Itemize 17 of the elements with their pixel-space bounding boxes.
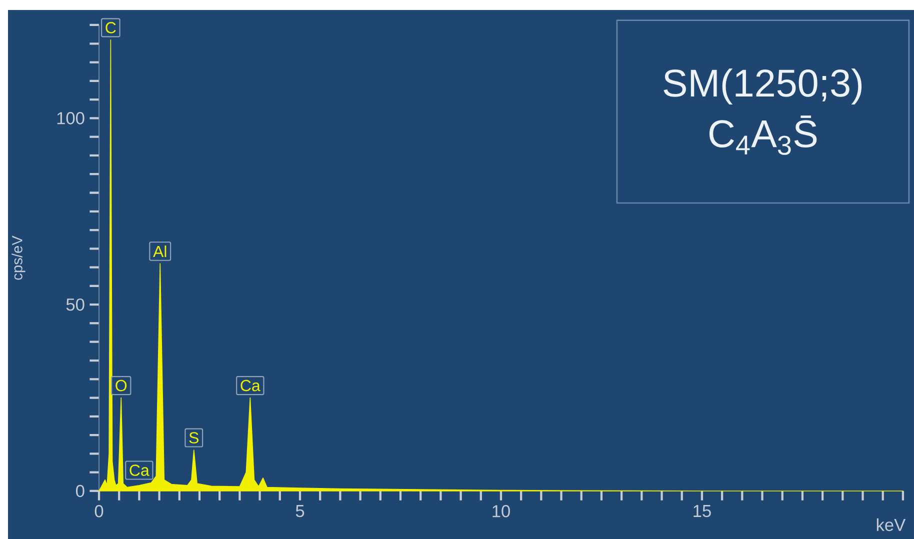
x-tick-label: 10 <box>492 505 510 518</box>
annotation: O <box>116 380 127 392</box>
x-tick-label: 15 <box>694 505 711 518</box>
y-tick-label: 50 <box>66 298 84 311</box>
annotation: C <box>106 22 116 34</box>
x-tick-label: 5 <box>296 505 304 518</box>
x-tick-label: 0 <box>94 505 104 518</box>
y-tick-label: 0 <box>76 484 84 498</box>
text: C$_{4}$A$_{3}$S̄ <box>709 116 817 155</box>
x-axis-title: keV <box>876 518 906 532</box>
annotation: Ca <box>130 464 150 476</box>
annotation: S <box>189 432 198 444</box>
text: SM(1250;3) <box>664 68 862 104</box>
y-axis-title: cps/eV <box>12 236 26 280</box>
annotation: Ca <box>240 380 260 392</box>
annotation: Al <box>153 245 166 258</box>
y-tick-label: 100 <box>57 112 84 124</box>
